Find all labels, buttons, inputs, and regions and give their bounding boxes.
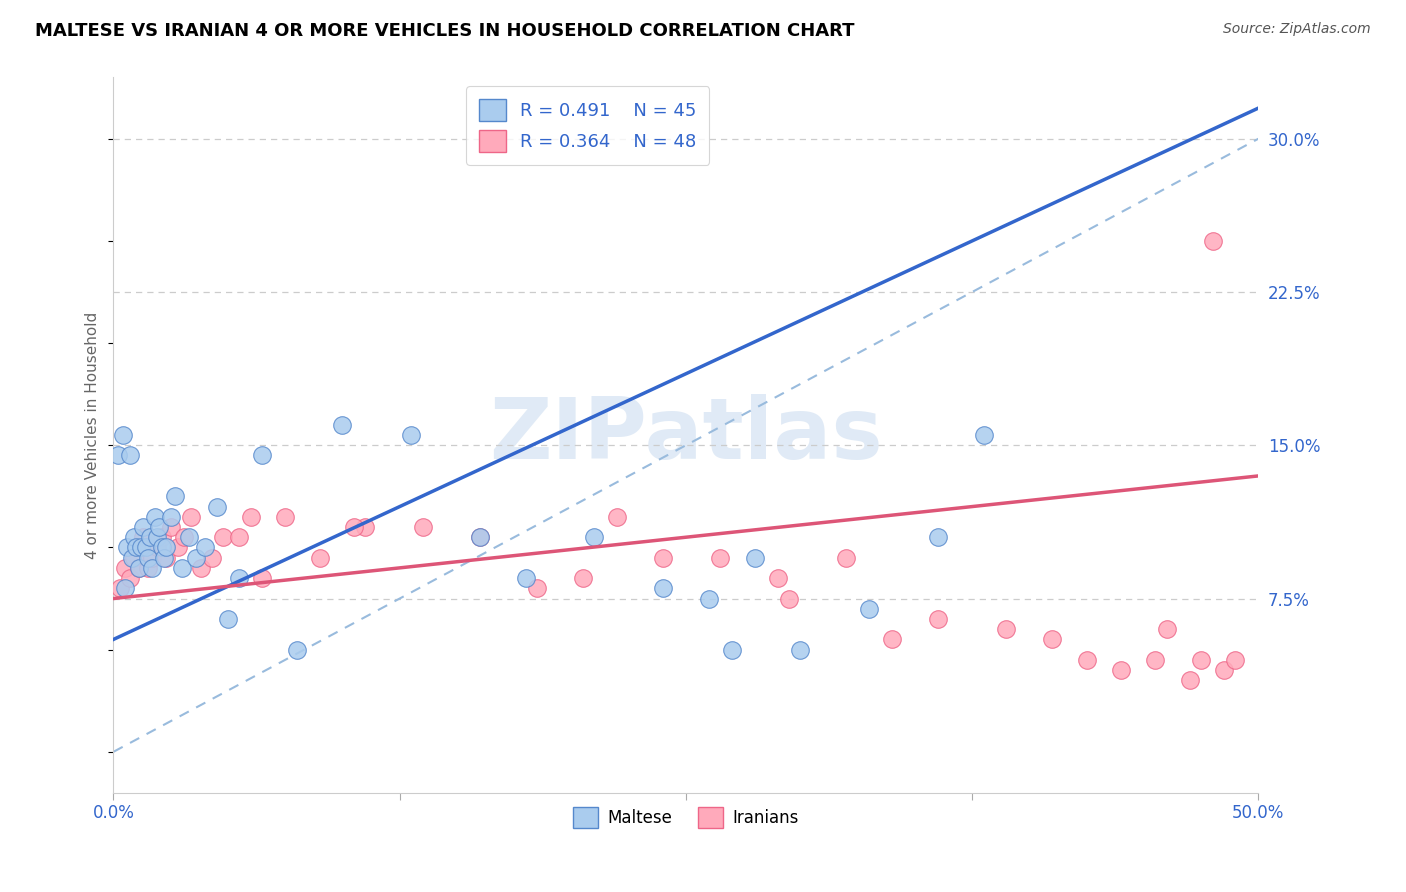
Point (146, 541, 169, 555)
Point (228, 571, 250, 585)
Point (118, 449, 141, 463)
Point (468, 530, 491, 544)
Point (159, 509, 181, 524)
Point (778, 591, 800, 606)
Point (165, 489, 187, 503)
Point (177, 530, 200, 544)
Point (652, 550, 675, 565)
Point (1109, 663, 1132, 677)
Point (146, 530, 169, 544)
Point (111, 428, 134, 442)
Text: ZIPatlas: ZIPatlas (489, 393, 883, 476)
Point (114, 561, 136, 575)
Text: Source: ZipAtlas.com: Source: ZipAtlas.com (1223, 22, 1371, 37)
Point (184, 550, 207, 565)
Y-axis label: 4 or more Vehicles in Household: 4 or more Vehicles in Household (86, 311, 100, 558)
Point (1189, 653, 1212, 667)
Point (285, 642, 308, 657)
Point (995, 622, 1018, 636)
Point (125, 541, 148, 555)
Point (606, 509, 628, 524)
Point (107, 449, 129, 463)
Point (141, 550, 163, 565)
Point (766, 571, 789, 585)
Point (110, 582, 132, 596)
Point (172, 561, 194, 575)
Point (136, 561, 159, 575)
Point (201, 550, 224, 565)
Point (217, 612, 239, 626)
Point (155, 541, 177, 555)
Point (973, 428, 995, 442)
Point (583, 530, 606, 544)
Point (332, 417, 354, 432)
Point (880, 632, 903, 647)
Point (132, 520, 155, 534)
Point (194, 541, 217, 555)
Point (159, 520, 181, 534)
Point (858, 601, 880, 615)
Text: MALTESE VS IRANIAN 4 OR MORE VEHICLES IN HOUSEHOLD CORRELATION CHART: MALTESE VS IRANIAN 4 OR MORE VEHICLES IN… (35, 22, 855, 40)
Point (190, 561, 212, 575)
Legend: Maltese, Iranians: Maltese, Iranians (567, 801, 806, 834)
Point (155, 550, 177, 565)
Point (1156, 622, 1178, 636)
Point (136, 550, 159, 565)
Point (139, 530, 162, 544)
Point (1040, 632, 1063, 647)
Point (468, 530, 491, 544)
Point (252, 449, 274, 463)
Point (308, 550, 330, 565)
Point (150, 530, 173, 544)
Point (835, 550, 858, 565)
Point (228, 530, 250, 544)
Point (572, 571, 595, 585)
Point (412, 520, 434, 534)
Point (652, 582, 675, 596)
Point (141, 561, 163, 575)
Point (744, 550, 766, 565)
Point (1144, 653, 1167, 667)
Point (399, 428, 422, 442)
Point (114, 582, 136, 596)
Point (128, 561, 150, 575)
Point (927, 530, 949, 544)
Point (927, 612, 949, 626)
Point (122, 530, 145, 544)
Point (1225, 653, 1247, 667)
Point (148, 520, 170, 534)
Point (180, 509, 202, 524)
Point (1076, 653, 1098, 667)
Point (128, 561, 150, 575)
Point (129, 541, 152, 555)
Point (205, 500, 228, 514)
Point (709, 550, 731, 565)
Point (132, 530, 155, 544)
Point (343, 520, 366, 534)
Point (526, 582, 548, 596)
Point (143, 509, 166, 524)
Point (118, 571, 141, 585)
Point (1201, 234, 1223, 248)
Point (252, 571, 274, 585)
Point (274, 509, 297, 524)
Point (720, 642, 742, 657)
Point (135, 541, 157, 555)
Point (122, 550, 145, 565)
Point (515, 571, 537, 585)
Point (153, 550, 176, 565)
Point (115, 541, 138, 555)
Point (697, 591, 720, 606)
Point (166, 541, 188, 555)
Point (121, 550, 143, 565)
Point (239, 509, 262, 524)
Point (212, 530, 235, 544)
Point (789, 642, 811, 657)
Point (1213, 663, 1236, 677)
Point (354, 520, 377, 534)
Point (1178, 673, 1201, 688)
Point (150, 541, 173, 555)
Point (173, 530, 195, 544)
